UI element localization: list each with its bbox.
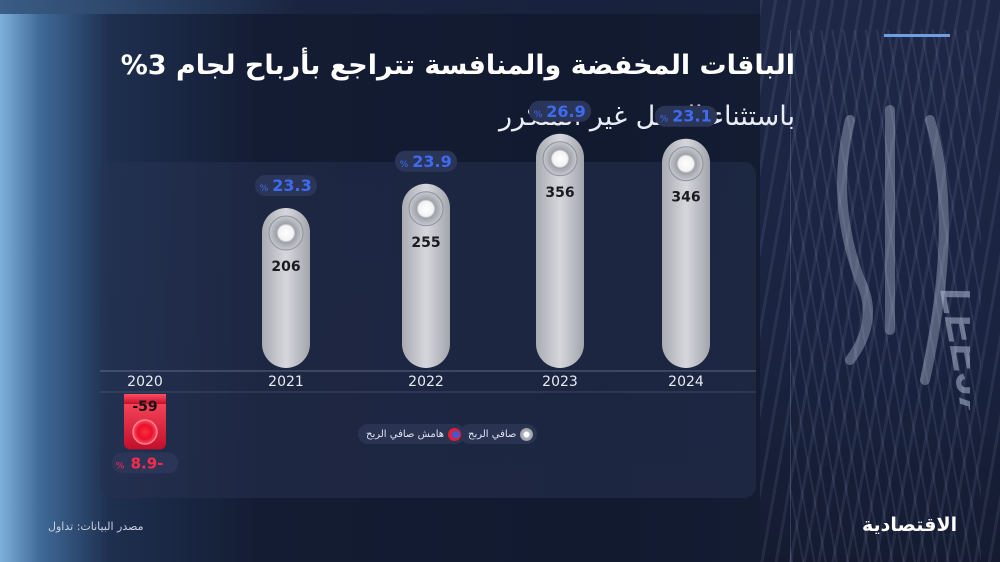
legend-net-margin: هامش صافي الربح — [358, 424, 466, 444]
building-facade — [790, 30, 981, 562]
x-tick-label: 2023 — [542, 374, 578, 390]
value-label: 346 — [671, 190, 700, 206]
leejam-logo-mark: LEEJAM — [837, 105, 970, 410]
x-tick-label: 2021 — [268, 374, 304, 390]
margin-pill-negative — [112, 452, 178, 474]
net-profit-swatch-icon — [520, 427, 534, 441]
legend-margin-label: هامش صافي الربح — [366, 428, 445, 440]
percent-sign-negative: % — [116, 461, 125, 471]
margin-pill — [395, 150, 457, 172]
value-label-negative: -59 — [132, 399, 157, 415]
x-tick-label: 2020 — [127, 374, 163, 390]
negative-knob-icon — [132, 419, 158, 445]
margin-label: 23.3 — [272, 176, 311, 195]
x-tick-label: 2024 — [668, 374, 704, 390]
value-label: 255 — [411, 235, 440, 251]
margin-pill — [255, 175, 317, 197]
x-tick-label: 2022 — [408, 374, 444, 390]
building-background — [760, 0, 1000, 562]
bar-top-square — [124, 394, 166, 404]
bar-knob-icon — [268, 215, 304, 251]
accent-line — [884, 34, 950, 37]
bar-knob-icon — [542, 141, 578, 177]
percent-sign: % — [260, 184, 269, 194]
margin-pill — [529, 100, 591, 122]
percent-sign: % — [534, 110, 543, 120]
margin-label: 23.1 — [672, 107, 711, 126]
percent-sign: % — [400, 160, 409, 170]
net-profit-bar — [262, 208, 310, 368]
value-label: 206 — [271, 259, 300, 275]
bar-knob-icon — [408, 191, 444, 227]
net-profit-bar — [662, 138, 710, 368]
legend-net-profit: صافي الربح — [460, 424, 538, 444]
margin-label-negative: 8.9- — [131, 454, 164, 472]
legend-net-label: صافي الربح — [468, 428, 517, 440]
top-strip — [0, 0, 1000, 14]
net-profit-bar — [536, 133, 584, 368]
net-profit-bar — [402, 183, 450, 368]
margin-label: 23.9 — [412, 152, 451, 171]
data-source: مصدر البيانات: تداول — [48, 520, 144, 533]
bar-knob-icon — [668, 146, 704, 182]
net-margin-swatch-icon — [448, 427, 462, 441]
brand-logo: الاقتصادية — [862, 514, 958, 536]
chart-title: الباقات المخفضة والمنافسة تتراجع بأرباح … — [120, 50, 795, 81]
percent-sign: % — [660, 115, 669, 125]
margin-pill — [655, 105, 717, 127]
value-label: 356 — [545, 185, 574, 201]
margin-label: 26.9 — [546, 102, 585, 121]
